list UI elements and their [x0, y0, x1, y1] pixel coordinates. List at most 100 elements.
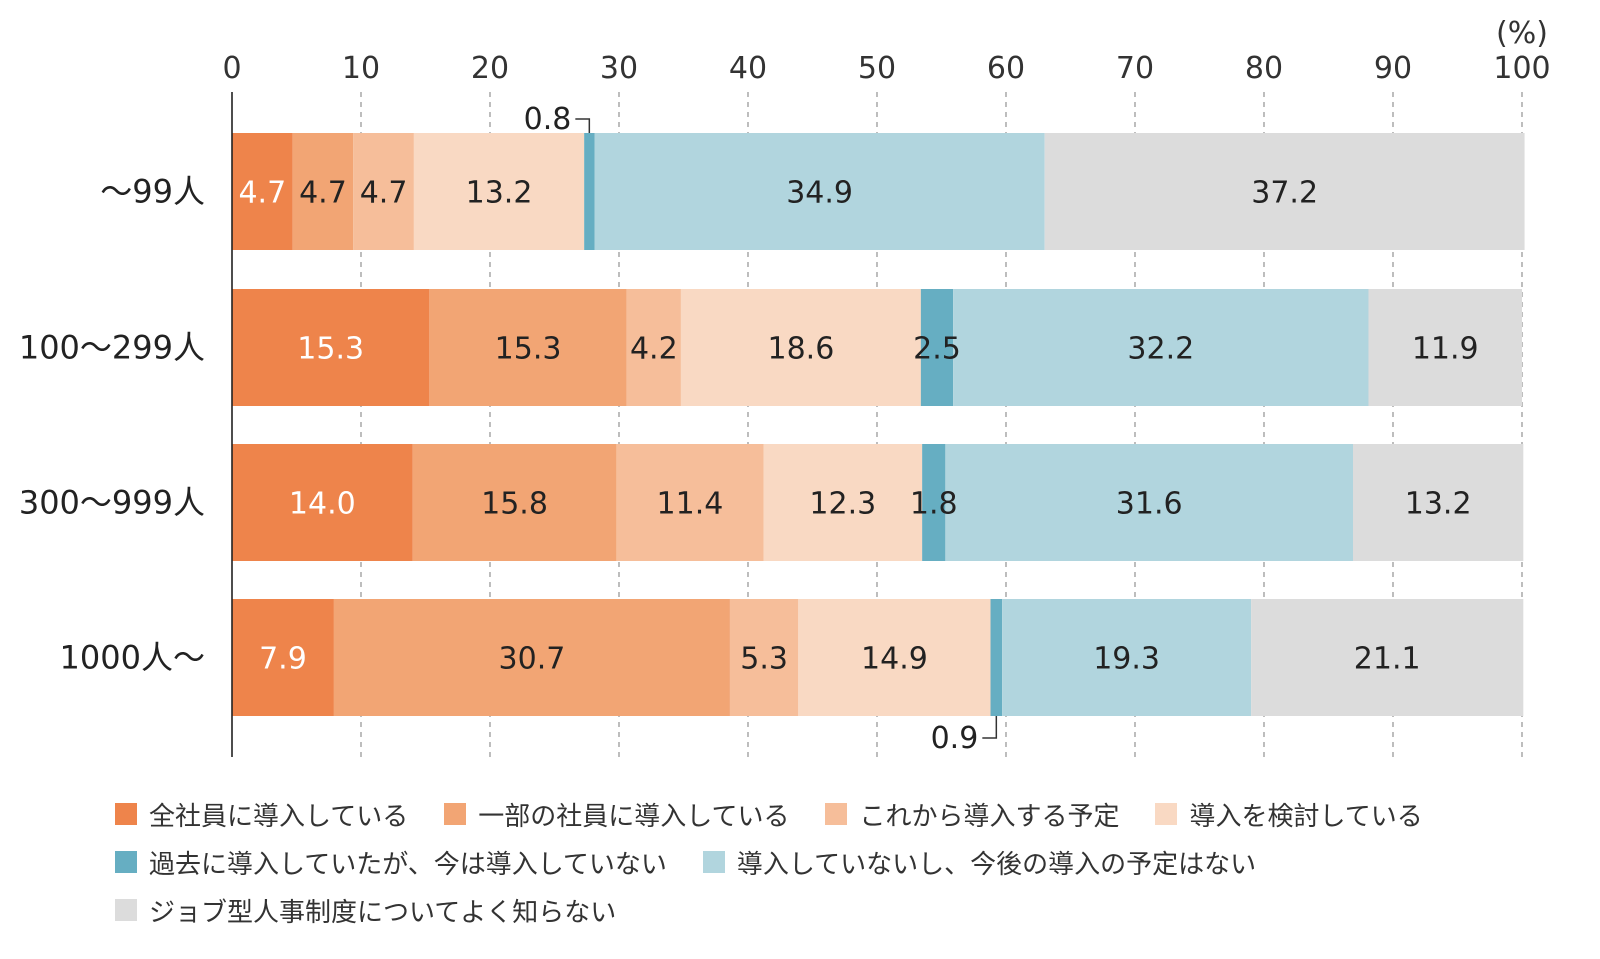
category-label: 1000人〜: [60, 639, 205, 677]
callout-leader: [982, 716, 998, 739]
legend-label: 導入を検討している: [1189, 801, 1423, 832]
bar-segment: [920, 289, 954, 406]
bar-segment: [232, 289, 430, 406]
x-axis-tick-labels: 0 10 20 30 40 50 60 70 80 90 100: [222, 51, 1550, 86]
data-label: 19.3: [1093, 642, 1160, 677]
bar-segment: [594, 133, 1045, 250]
data-label: 4.7: [299, 176, 347, 211]
bar-segment: [413, 133, 585, 250]
data-label: 31.6: [1116, 487, 1183, 522]
x-axis-unit-label: (%): [1496, 16, 1548, 51]
x-tick-label: 70: [1116, 51, 1154, 86]
category-labels: 〜99人 100〜299人 300〜999人 1000人〜: [19, 173, 205, 677]
bar-segment: [798, 599, 991, 716]
x-tick-label: 10: [342, 51, 380, 86]
legend-swatch: [115, 851, 137, 873]
legend-item: 一部の社員に導入している: [444, 796, 789, 833]
data-label: 11.4: [657, 487, 724, 522]
data-label: 7.9: [259, 642, 307, 677]
legend-label: 全社員に導入している: [149, 801, 409, 832]
bar-segment: [1251, 599, 1524, 716]
bar-segment: [333, 599, 730, 716]
data-label: 14.0: [289, 487, 356, 522]
data-label: 15.8: [481, 487, 548, 522]
legend-label: 過去に導入していたが、今は導入していない: [149, 849, 667, 880]
bar-segment: [763, 444, 923, 561]
data-label: 4.7: [238, 176, 286, 211]
bar-segment: [353, 133, 414, 250]
callout-labels: 0.8 0.9: [524, 102, 998, 756]
data-labels: 4.7 4.7 4.7 13.2 34.9 37.2 15.3 15.3 4.2 18.6 2.5 3…: [238, 176, 1478, 677]
data-label: 15.3: [495, 332, 562, 367]
legend-label: ジョブ型人事制度についてよく知らない: [149, 897, 617, 928]
data-label: 13.2: [1405, 487, 1472, 522]
bar-segment: [1368, 289, 1522, 406]
data-label: 21.1: [1354, 642, 1421, 677]
callout-label: 0.9: [931, 721, 979, 756]
bar-segment: [1044, 133, 1525, 250]
legend-item: これから導入する予定: [825, 796, 1119, 833]
callout-label: 0.8: [524, 102, 572, 137]
bar-segment: [584, 133, 595, 250]
bar-segment: [1353, 444, 1524, 561]
category-label: 100〜299人: [19, 329, 205, 367]
bar-segment: [429, 289, 627, 406]
legend-item: 導入していないし、今後の導入の予定はない: [702, 844, 1257, 881]
legend-swatch: [702, 851, 725, 873]
legend-item: 過去に導入していたが、今は導入していない: [115, 844, 667, 881]
stacked-bar-chart: 0 10 20 30 40 50 60 70 80 90 100 (%) 4.7 4.7 4.7 13.2…: [19, 16, 1551, 757]
bar-segment: [412, 444, 617, 561]
data-label: 11.9: [1412, 332, 1479, 367]
x-tick-label: 50: [858, 51, 896, 86]
data-label: 37.2: [1251, 176, 1318, 211]
legend-row-1: 全社員に導入している 一部の社員に導入している これから導入する予定 導入を検討…: [115, 790, 1555, 838]
callout-leader: [575, 118, 591, 133]
data-label: 34.9: [786, 176, 853, 211]
data-label: 2.5: [913, 332, 961, 367]
bar-segment: [922, 444, 946, 561]
legend-item: ジョブ型人事制度についてよく知らない: [115, 892, 616, 929]
data-label: 32.2: [1127, 332, 1194, 367]
bar-segment: [729, 599, 799, 716]
bar-segment: [990, 599, 1003, 716]
x-tick-label: 80: [1245, 51, 1283, 86]
data-label: 18.6: [767, 332, 834, 367]
category-label: 300〜999人: [19, 484, 205, 522]
data-label: 30.7: [499, 642, 566, 677]
data-label: 14.9: [861, 642, 928, 677]
x-tick-label: 90: [1374, 51, 1412, 86]
bar-segment: [953, 289, 1369, 406]
bar-segment: [292, 133, 354, 250]
legend: 全社員に導入している 一部の社員に導入している これから導入する予定 導入を検討…: [115, 790, 1555, 934]
data-label: 1.8: [910, 487, 958, 522]
data-label: 12.3: [809, 487, 876, 522]
x-tick-label: 20: [471, 51, 509, 86]
bar-segment: [945, 444, 1354, 561]
bar-segment: [232, 444, 413, 561]
data-label: 4.7: [360, 176, 408, 211]
bar-segment: [1002, 599, 1252, 716]
legend-swatch: [444, 803, 467, 825]
x-tick-label: 100: [1493, 51, 1550, 86]
legend-label: これから導入する予定: [859, 801, 1120, 832]
legend-swatch: [115, 899, 137, 921]
legend-row-2: 過去に導入していたが、今は導入していない 導入していないし、今後の導入の予定はな…: [115, 838, 1555, 886]
legend-item: 導入を検討している: [1155, 796, 1423, 833]
bar-segment: [680, 289, 921, 406]
legend-item: 全社員に導入している: [115, 796, 408, 833]
data-label: 15.3: [297, 332, 364, 367]
x-tick-label: 40: [729, 51, 767, 86]
legend-label: 一部の社員に導入している: [478, 801, 790, 832]
legend-swatch: [115, 803, 137, 825]
data-label: 13.2: [466, 176, 533, 211]
bar-segment: [232, 599, 334, 716]
bar-segment: [232, 133, 293, 250]
legend-swatch: [825, 803, 848, 825]
bars: [232, 133, 1525, 716]
legend-row-3: ジョブ型人事制度についてよく知らない: [115, 886, 1555, 934]
legend-label: 導入していないし、今後の導入の予定はない: [736, 849, 1257, 880]
data-label: 5.3: [740, 642, 788, 677]
x-tick-label: 0: [222, 51, 241, 86]
x-tick-label: 30: [600, 51, 638, 86]
bar-segment: [616, 444, 764, 561]
